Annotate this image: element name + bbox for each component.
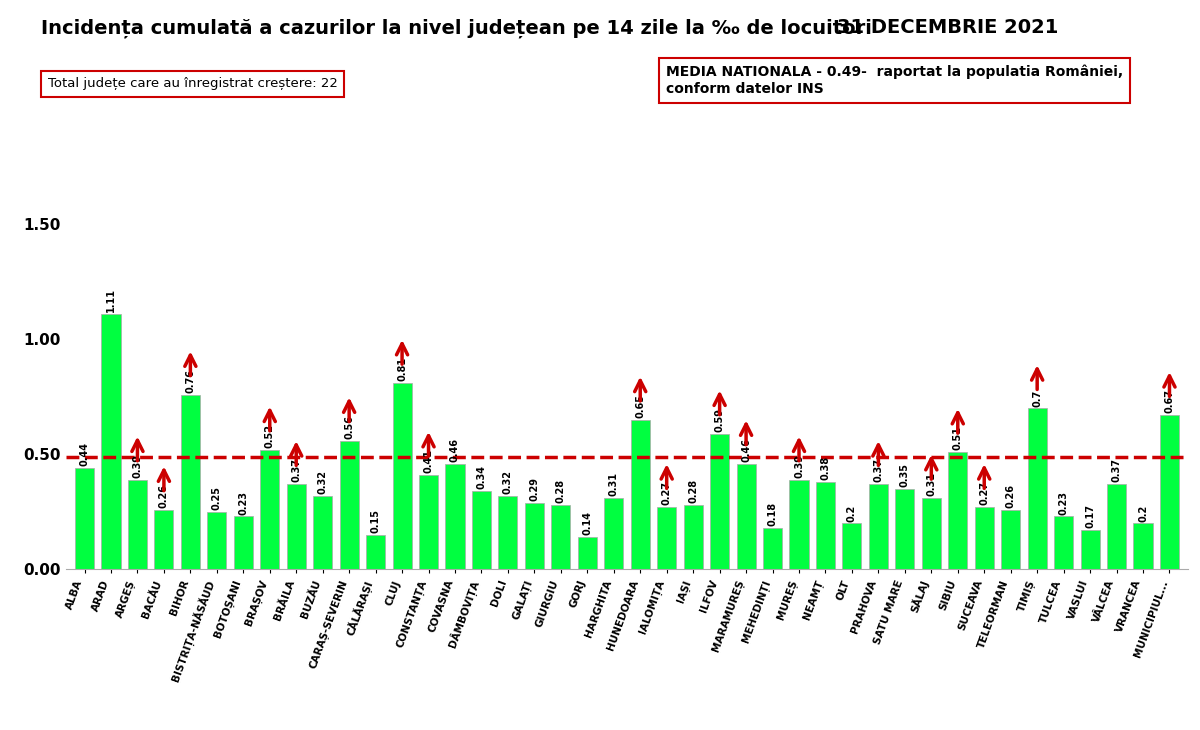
- Bar: [498, 496, 517, 569]
- Text: 0.38: 0.38: [821, 456, 830, 480]
- Text: 0.26: 0.26: [158, 484, 169, 508]
- Text: 0.17: 0.17: [1085, 504, 1096, 529]
- Text: 0.31: 0.31: [608, 472, 619, 496]
- Bar: [419, 475, 438, 569]
- Text: 0.44: 0.44: [79, 442, 90, 466]
- Bar: [631, 420, 649, 569]
- Text: 31 DECEMBRIE 2021: 31 DECEMBRIE 2021: [838, 18, 1058, 37]
- Text: 0.28: 0.28: [688, 479, 698, 503]
- Text: 0.2: 0.2: [1138, 504, 1148, 521]
- Bar: [710, 434, 730, 569]
- Text: 0.14: 0.14: [582, 511, 593, 535]
- Bar: [1001, 510, 1020, 569]
- Text: 0.15: 0.15: [371, 509, 380, 533]
- Bar: [1134, 523, 1152, 569]
- Text: MEDIA NATIONALA - 0.49-  raportat la populatia României,
conform datelor INS: MEDIA NATIONALA - 0.49- raportat la popu…: [666, 65, 1123, 96]
- Bar: [181, 394, 200, 569]
- Text: 0.7: 0.7: [1032, 389, 1042, 407]
- Bar: [922, 498, 941, 569]
- Bar: [948, 452, 967, 569]
- Text: 0.29: 0.29: [529, 477, 539, 501]
- Text: 0.46: 0.46: [450, 438, 460, 462]
- Bar: [816, 482, 835, 569]
- Text: 0.27: 0.27: [979, 482, 989, 505]
- Text: 0.39: 0.39: [794, 454, 804, 478]
- Bar: [684, 505, 703, 569]
- Text: 0.76: 0.76: [185, 369, 196, 393]
- Bar: [842, 523, 862, 569]
- Text: 0.25: 0.25: [212, 486, 222, 510]
- Text: 0.37: 0.37: [874, 458, 883, 483]
- Bar: [1080, 530, 1099, 569]
- Text: 0.18: 0.18: [768, 502, 778, 526]
- Text: 0.37: 0.37: [292, 458, 301, 483]
- Bar: [577, 537, 596, 569]
- Text: 0.51: 0.51: [953, 426, 962, 450]
- Bar: [287, 484, 306, 569]
- Bar: [445, 464, 464, 569]
- Text: Total județe care au înregistrat creștere: 22: Total județe care au înregistrat creșter…: [48, 77, 338, 91]
- Bar: [340, 441, 359, 569]
- Text: 0.32: 0.32: [503, 470, 512, 494]
- Bar: [472, 491, 491, 569]
- Bar: [74, 468, 94, 569]
- Bar: [763, 528, 782, 569]
- Text: 0.52: 0.52: [265, 424, 275, 448]
- Text: 0.65: 0.65: [635, 394, 646, 418]
- Text: 1.11: 1.11: [106, 288, 116, 312]
- Bar: [392, 383, 412, 569]
- Text: 0.81: 0.81: [397, 357, 407, 381]
- Bar: [155, 510, 174, 569]
- Bar: [128, 480, 146, 569]
- Text: 0.37: 0.37: [1111, 458, 1122, 483]
- Text: 0.35: 0.35: [900, 463, 910, 487]
- Bar: [102, 314, 120, 569]
- Bar: [1108, 484, 1126, 569]
- Text: 0.46: 0.46: [742, 438, 751, 462]
- Bar: [895, 489, 914, 569]
- Bar: [658, 507, 677, 569]
- Text: 0.31: 0.31: [926, 472, 936, 496]
- Text: 0.23: 0.23: [1058, 491, 1069, 515]
- Text: 0.2: 0.2: [847, 504, 857, 521]
- Text: 0.56: 0.56: [344, 415, 354, 439]
- Bar: [551, 505, 570, 569]
- Bar: [737, 464, 756, 569]
- Bar: [974, 507, 994, 569]
- Text: Incidența cumulată a cazurilor la nivel județean pe 14 zile la ‰ de locuitori: Incidența cumulată a cazurilor la nivel …: [41, 18, 871, 38]
- Text: 0.32: 0.32: [318, 470, 328, 494]
- Bar: [234, 517, 253, 569]
- Text: 0.41: 0.41: [424, 449, 433, 473]
- Text: 0.39: 0.39: [132, 454, 143, 478]
- Bar: [1027, 408, 1046, 569]
- Bar: [869, 484, 888, 569]
- Bar: [1160, 415, 1180, 569]
- Bar: [1054, 517, 1073, 569]
- Text: 0.59: 0.59: [715, 408, 725, 432]
- Bar: [366, 535, 385, 569]
- Text: 0.26: 0.26: [1006, 484, 1015, 508]
- Text: 0.23: 0.23: [239, 491, 248, 515]
- Bar: [790, 480, 809, 569]
- Bar: [524, 503, 544, 569]
- Text: 0.28: 0.28: [556, 479, 566, 503]
- Bar: [208, 512, 227, 569]
- Bar: [260, 450, 280, 569]
- Bar: [605, 498, 623, 569]
- Text: 0.34: 0.34: [476, 465, 486, 489]
- Text: 0.27: 0.27: [661, 482, 672, 505]
- Bar: [313, 496, 332, 569]
- Text: 0.67: 0.67: [1164, 389, 1175, 413]
